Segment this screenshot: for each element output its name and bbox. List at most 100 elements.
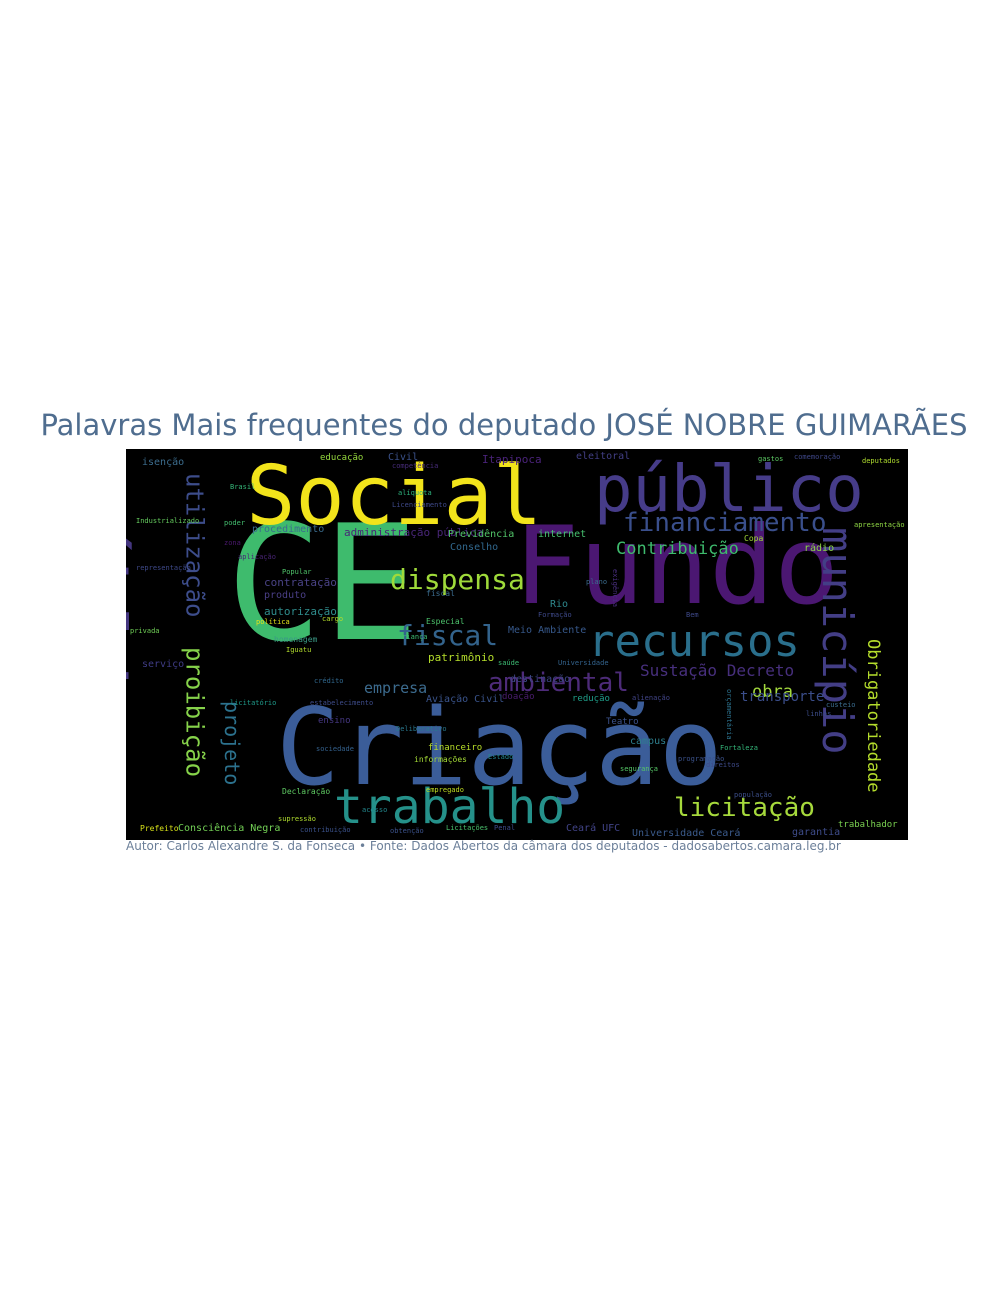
- word-cloud-word: Fortaleza: [720, 744, 758, 752]
- word-cloud-word: deputados: [862, 457, 900, 465]
- word-cloud-word: apresentação: [854, 521, 905, 529]
- word-cloud-word: autorização: [264, 605, 337, 618]
- word-cloud-word: procedimento: [252, 524, 324, 535]
- word-cloud-word: privada: [130, 627, 160, 635]
- source-caption: Autor: Carlos Alexandre S. da Fonseca • …: [126, 839, 841, 853]
- word-cloud-word: internet: [538, 529, 586, 540]
- word-cloud-word: Penal: [494, 824, 515, 832]
- word-cloud-word: acesso: [362, 806, 387, 814]
- word-cloud-word: Conselho: [450, 542, 498, 553]
- word-cloud-word: município: [813, 527, 862, 755]
- word-cloud-word: empregado: [426, 786, 464, 794]
- word-cloud-word: fiscal: [397, 619, 498, 652]
- word-cloud-word: cargo: [322, 615, 343, 623]
- word-cloud-word: zona: [224, 539, 241, 547]
- word-cloud-word: Brasil: [230, 483, 255, 491]
- word-cloud-word: eleitoral: [576, 451, 630, 462]
- word-cloud-word: competência: [392, 462, 438, 470]
- word-cloud-word: Teatro: [606, 717, 639, 727]
- word-cloud-word: Universidade: [558, 659, 609, 667]
- word-cloud-word: transporte: [740, 689, 824, 705]
- word-cloud-word: política: [256, 618, 290, 626]
- word-cloud-word: redução: [572, 694, 610, 704]
- word-cloud-word: alíquota: [398, 489, 432, 497]
- word-cloud-word: alienação: [632, 694, 670, 702]
- word-cloud-word: fiscal: [426, 589, 455, 598]
- word-cloud-word: Copa: [744, 534, 763, 543]
- word-cloud: CE Fundo Criação Social público pública recurs…: [126, 449, 908, 840]
- word-cloud-word: Especial: [426, 617, 465, 626]
- word-cloud-word: Rio: [550, 599, 568, 610]
- word-cloud-word: projeto: [220, 701, 244, 785]
- word-cloud-word: comemoração: [794, 453, 840, 461]
- word-cloud-word: contribuição: [300, 826, 351, 834]
- word-cloud-word: Prefeito: [140, 824, 179, 833]
- word-cloud-word: Estado: [488, 753, 513, 761]
- word-cloud-word: CE: [226, 490, 419, 677]
- word-cloud-word: pública: [126, 469, 142, 789]
- word-cloud-word: aplicação: [238, 553, 276, 561]
- word-cloud-word: patrimônio: [428, 651, 494, 664]
- word-cloud-word: Sustação Decreto: [640, 661, 794, 680]
- word-cloud-word: sociedade: [316, 745, 354, 753]
- word-cloud-word: utilização: [180, 473, 208, 618]
- word-cloud-word: garantia: [792, 827, 840, 838]
- word-cloud-word: segurança: [620, 765, 658, 773]
- word-cloud-word: programação: [678, 755, 724, 763]
- word-cloud-word: custeio: [826, 701, 856, 709]
- word-cloud-word: direitos: [706, 761, 740, 769]
- word-cloud-word: Consciência Negra: [178, 822, 280, 834]
- word-cloud-canvas: CE Fundo Criação Social público pública recurs…: [126, 449, 905, 839]
- word-cloud-word: Universidade Ceará: [632, 827, 740, 839]
- word-cloud-word: Civil: [388, 452, 418, 463]
- word-cloud-word: Bem: [686, 611, 699, 619]
- word-cloud-word: saúde: [498, 659, 519, 667]
- word-cloud-word: Fundo: [514, 504, 839, 629]
- word-cloud-word: Licitações: [446, 824, 488, 832]
- word-cloud-word: licitação: [674, 793, 815, 823]
- word-cloud-word: poder: [224, 519, 245, 527]
- word-cloud-word: homenagem: [274, 635, 318, 644]
- word-cloud-word: contratação: [264, 576, 337, 589]
- word-cloud-word: proibição: [180, 647, 208, 777]
- word-cloud-word: criança: [398, 633, 428, 641]
- word-cloud-word: empresa: [364, 679, 427, 697]
- word-cloud-word: destinação: [510, 674, 570, 685]
- word-cloud-word: exigência: [611, 569, 619, 607]
- word-cloud-word: Previdência: [448, 528, 514, 540]
- word-cloud-word: serviço: [142, 659, 184, 670]
- word-cloud-word: orçamentária: [725, 689, 733, 740]
- word-cloud-word: população: [734, 791, 772, 799]
- word-cloud-word: Obrigatoriedade: [863, 639, 883, 793]
- chart-title: Palavras Mais frequentes do deputado JOS…: [40, 408, 968, 442]
- word-cloud-word: obra: [752, 682, 793, 702]
- word-cloud-word: Contribuição: [616, 539, 739, 559]
- word-cloud-word: administração pública: [344, 526, 483, 539]
- word-cloud-word: público: [594, 453, 864, 527]
- word-cloud-word: ensino: [318, 716, 351, 726]
- word-cloud-word: Meio Ambiente: [508, 625, 586, 636]
- word-cloud-word: Industrializado: [136, 517, 199, 525]
- word-cloud-word: isenção: [142, 457, 184, 468]
- word-cloud-word: linhas: [806, 710, 831, 718]
- word-cloud-word: trabalhador: [838, 820, 898, 830]
- word-cloud-word: licitatório: [230, 699, 276, 707]
- word-cloud-word: informações: [414, 755, 467, 764]
- word-cloud-word: Aviação Civil: [426, 694, 504, 705]
- word-cloud-word: Deliberativo: [396, 725, 447, 733]
- word-cloud-word: Popular: [282, 568, 312, 576]
- word-cloud-word: obtenção: [390, 827, 424, 835]
- word-cloud-word: ambiental: [488, 668, 629, 698]
- word-cloud-word: Licenciamento: [392, 501, 447, 509]
- word-cloud-word: Social: [246, 449, 542, 544]
- word-cloud-word: Criação: [276, 686, 723, 809]
- word-cloud-word: trabalho: [334, 779, 565, 835]
- word-cloud-word: financeiro: [428, 743, 482, 753]
- word-cloud-word: campus: [630, 736, 666, 747]
- word-cloud-word: Formação: [538, 611, 572, 619]
- word-cloud-word: estabelecimento: [310, 699, 373, 707]
- word-cloud-word: gastos: [758, 455, 783, 463]
- word-cloud-word: financiamento: [623, 508, 827, 538]
- word-cloud-word: Itapipoca: [482, 453, 542, 466]
- word-cloud-word: Iguatu: [286, 646, 311, 654]
